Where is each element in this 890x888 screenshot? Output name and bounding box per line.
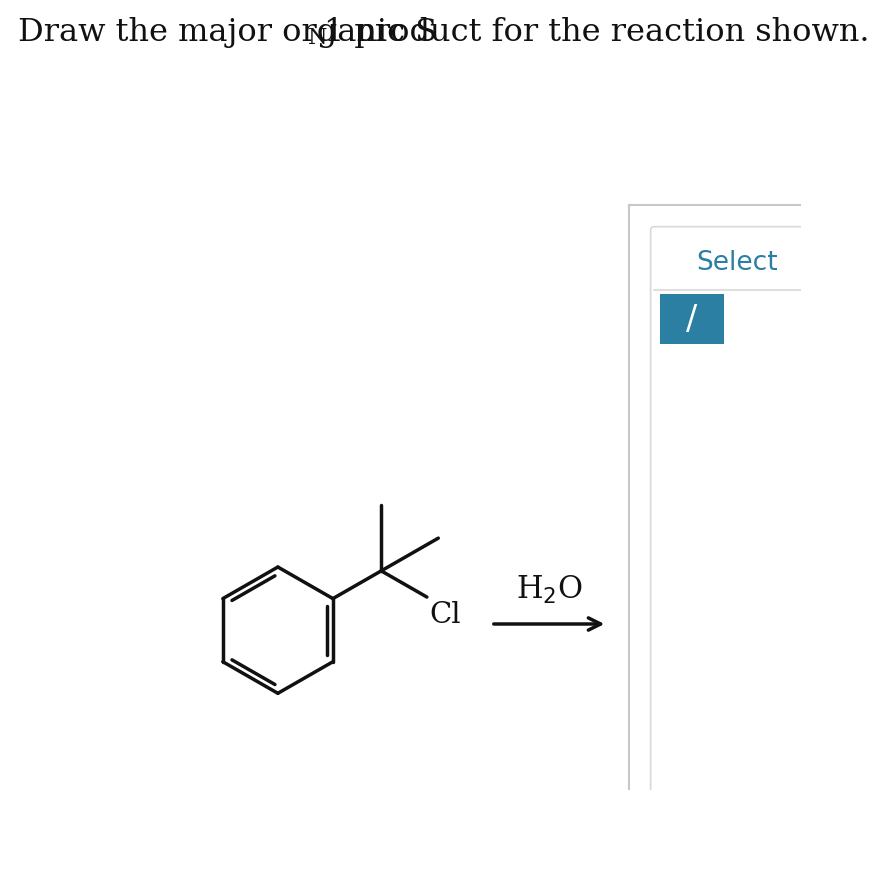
- Text: Cl: Cl: [429, 601, 461, 629]
- Text: 1 product for the reaction shown.: 1 product for the reaction shown.: [324, 18, 870, 48]
- Text: H$_2$O: H$_2$O: [516, 574, 582, 607]
- Bar: [660, 295, 724, 344]
- FancyBboxPatch shape: [651, 226, 804, 793]
- Text: /: /: [686, 303, 698, 336]
- Text: Draw the major organic S: Draw the major organic S: [18, 18, 437, 48]
- Text: Select: Select: [696, 250, 778, 276]
- Text: N: N: [308, 28, 328, 49]
